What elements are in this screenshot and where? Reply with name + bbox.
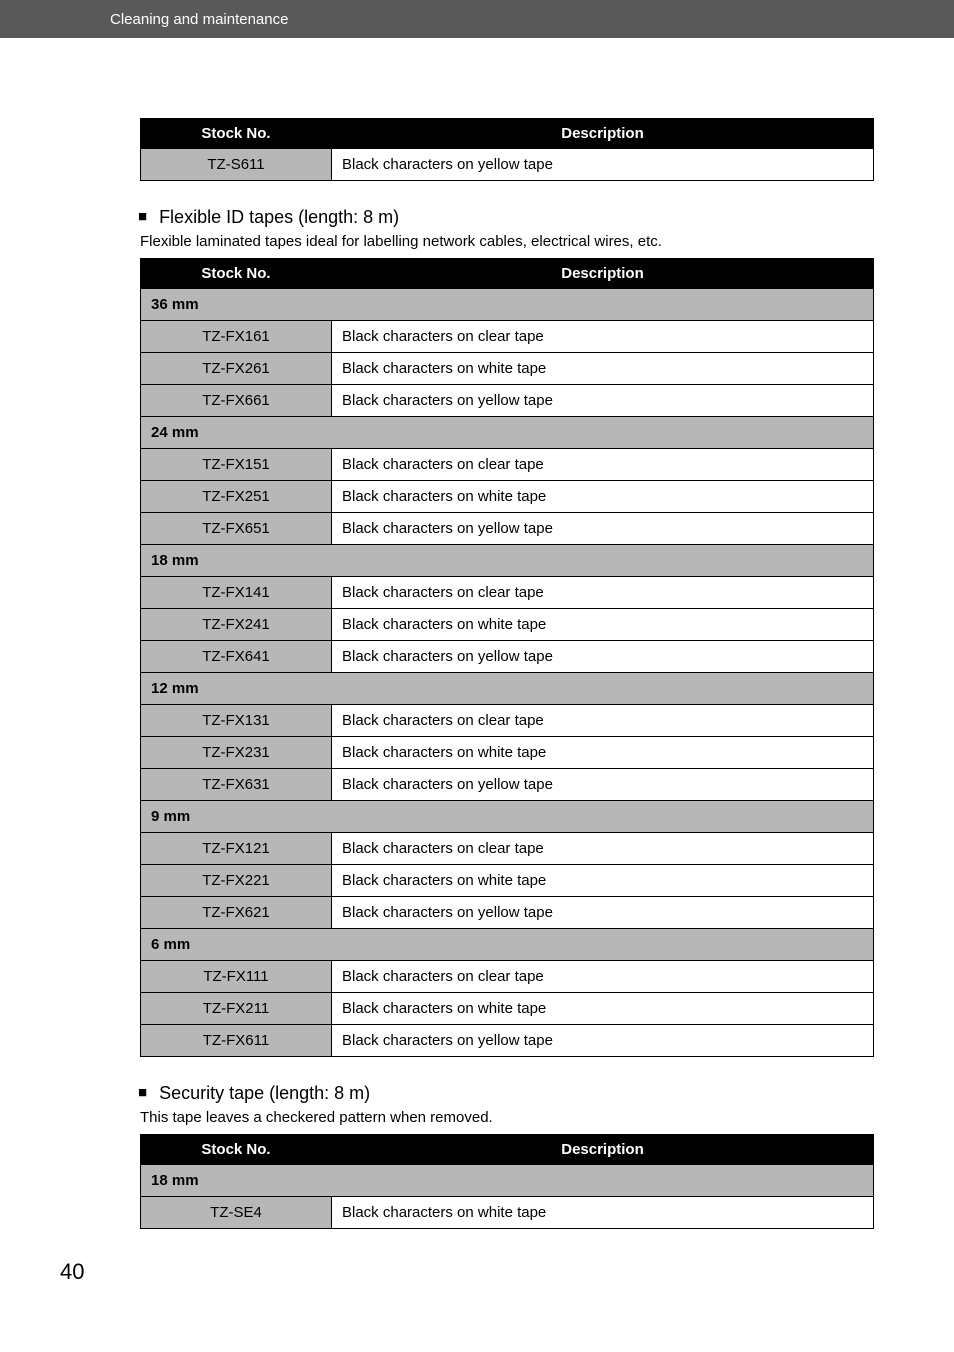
header-tab-shape [0,0,60,38]
table-row: TZ-FX121Black characters on clear tape [141,833,874,865]
desc-cell: Black characters on clear tape [332,833,874,865]
flexible-table: Stock No. Description 36 mmTZ-FX161Black… [140,258,874,1057]
table-group-row: 6 mm [141,929,874,961]
desc-cell: Black characters on clear tape [332,449,874,481]
table-row: TZ-S611Black characters on yellow tape [141,149,874,181]
desc-cell: Black characters on white tape [332,993,874,1025]
stock-cell: TZ-FX231 [141,737,332,769]
stock-cell: TZ-FX651 [141,513,332,545]
table-group-row: 9 mm [141,801,874,833]
flexible-table-header-desc: Description [332,259,874,289]
security-section-title: ■ Security tape (length: 8 m) [140,1081,874,1105]
desc-cell: Black characters on white tape [332,609,874,641]
table-row: TZ-FX621Black characters on yellow tape [141,897,874,929]
group-label: 6 mm [141,929,874,961]
stock-cell: TZ-FX261 [141,353,332,385]
stock-cell: TZ-FX621 [141,897,332,929]
security-table-header-stock: Stock No. [141,1135,332,1165]
flexible-subtitle: Flexible laminated tapes ideal for label… [140,233,874,250]
group-label: 24 mm [141,417,874,449]
table-row: TZ-FX261Black characters on white tape [141,353,874,385]
group-label: 12 mm [141,673,874,705]
table-row: TZ-FX611Black characters on yellow tape [141,1025,874,1057]
stock-cell: TZ-FX241 [141,609,332,641]
page-header: Cleaning and maintenance [0,0,954,38]
desc-cell: Black characters on white tape [332,481,874,513]
table-row: TZ-FX211Black characters on white tape [141,993,874,1025]
table-row: TZ-FX221Black characters on white tape [141,865,874,897]
stock-cell: TZ-FX131 [141,705,332,737]
table-row: TZ-FX661Black characters on yellow tape [141,385,874,417]
table-row: TZ-FX161Black characters on clear tape [141,321,874,353]
stock-cell: TZ-FX631 [141,769,332,801]
desc-cell: Black characters on yellow tape [332,513,874,545]
stock-cell: TZ-FX161 [141,321,332,353]
table-row: TZ-FX241Black characters on white tape [141,609,874,641]
table-row: TZ-FX641Black characters on yellow tape [141,641,874,673]
desc-cell: Black characters on white tape [332,737,874,769]
stock-cell: TZ-FX141 [141,577,332,609]
security-table-header-desc: Description [332,1135,874,1165]
table-row: TZ-FX231Black characters on white tape [141,737,874,769]
flexible-section-title: ■ Flexible ID tapes (length: 8 m) [140,205,874,229]
stock-cell: TZ-S611 [141,149,332,181]
group-label: 18 mm [141,545,874,577]
desc-cell: Black characters on yellow tape [332,769,874,801]
desc-cell: Black characters on yellow tape [332,897,874,929]
desc-cell: Black characters on yellow tape [332,385,874,417]
group-label: 36 mm [141,289,874,321]
table-row: TZ-FX111Black characters on clear tape [141,961,874,993]
table-row: TZ-FX651Black characters on yellow tape [141,513,874,545]
desc-cell: Black characters on clear tape [332,321,874,353]
table-row: TZ-FX251Black characters on white tape [141,481,874,513]
top-table-header-desc: Description [332,119,874,149]
stock-cell: TZ-FX111 [141,961,332,993]
security-heading: Security tape (length: 8 m) [159,1081,370,1105]
top-table: Stock No. Description TZ-S611Black chara… [140,118,874,181]
stock-cell: TZ-FX151 [141,449,332,481]
table-row: TZ-FX151Black characters on clear tape [141,449,874,481]
desc-cell: Black characters on clear tape [332,705,874,737]
top-table-header-stock: Stock No. [141,119,332,149]
desc-cell: Black characters on yellow tape [332,1025,874,1057]
bullet-icon: ■ [138,205,147,229]
stock-cell: TZ-FX221 [141,865,332,897]
stock-cell: TZ-FX121 [141,833,332,865]
stock-cell: TZ-FX611 [141,1025,332,1057]
group-label: 18 mm [141,1165,874,1197]
table-row: TZ-FX631Black characters on yellow tape [141,769,874,801]
stock-cell: TZ-FX641 [141,641,332,673]
stock-cell: TZ-FX661 [141,385,332,417]
table-row: TZ-FX131Black characters on clear tape [141,705,874,737]
flexible-heading: Flexible ID tapes (length: 8 m) [159,205,399,229]
stock-cell: TZ-FX251 [141,481,332,513]
desc-cell: Black characters on white tape [332,1197,874,1229]
desc-cell: Black characters on clear tape [332,961,874,993]
breadcrumb: Cleaning and maintenance [110,11,288,28]
table-group-row: 18 mm [141,1165,874,1197]
stock-cell: TZ-SE4 [141,1197,332,1229]
table-group-row: 18 mm [141,545,874,577]
security-subtitle: This tape leaves a checkered pattern whe… [140,1109,874,1126]
stock-cell: TZ-FX211 [141,993,332,1025]
table-row: TZ-FX141Black characters on clear tape [141,577,874,609]
table-group-row: 24 mm [141,417,874,449]
bullet-icon: ■ [138,1081,147,1105]
desc-cell: Black characters on yellow tape [332,149,874,181]
table-group-row: 36 mm [141,289,874,321]
desc-cell: Black characters on white tape [332,865,874,897]
desc-cell: Black characters on white tape [332,353,874,385]
desc-cell: Black characters on clear tape [332,577,874,609]
flexible-table-header-stock: Stock No. [141,259,332,289]
page-number: 40 [60,1259,894,1285]
security-table: Stock No. Description 18 mmTZ-SE4Black c… [140,1134,874,1229]
desc-cell: Black characters on yellow tape [332,641,874,673]
group-label: 9 mm [141,801,874,833]
table-row: TZ-SE4Black characters on white tape [141,1197,874,1229]
table-group-row: 12 mm [141,673,874,705]
